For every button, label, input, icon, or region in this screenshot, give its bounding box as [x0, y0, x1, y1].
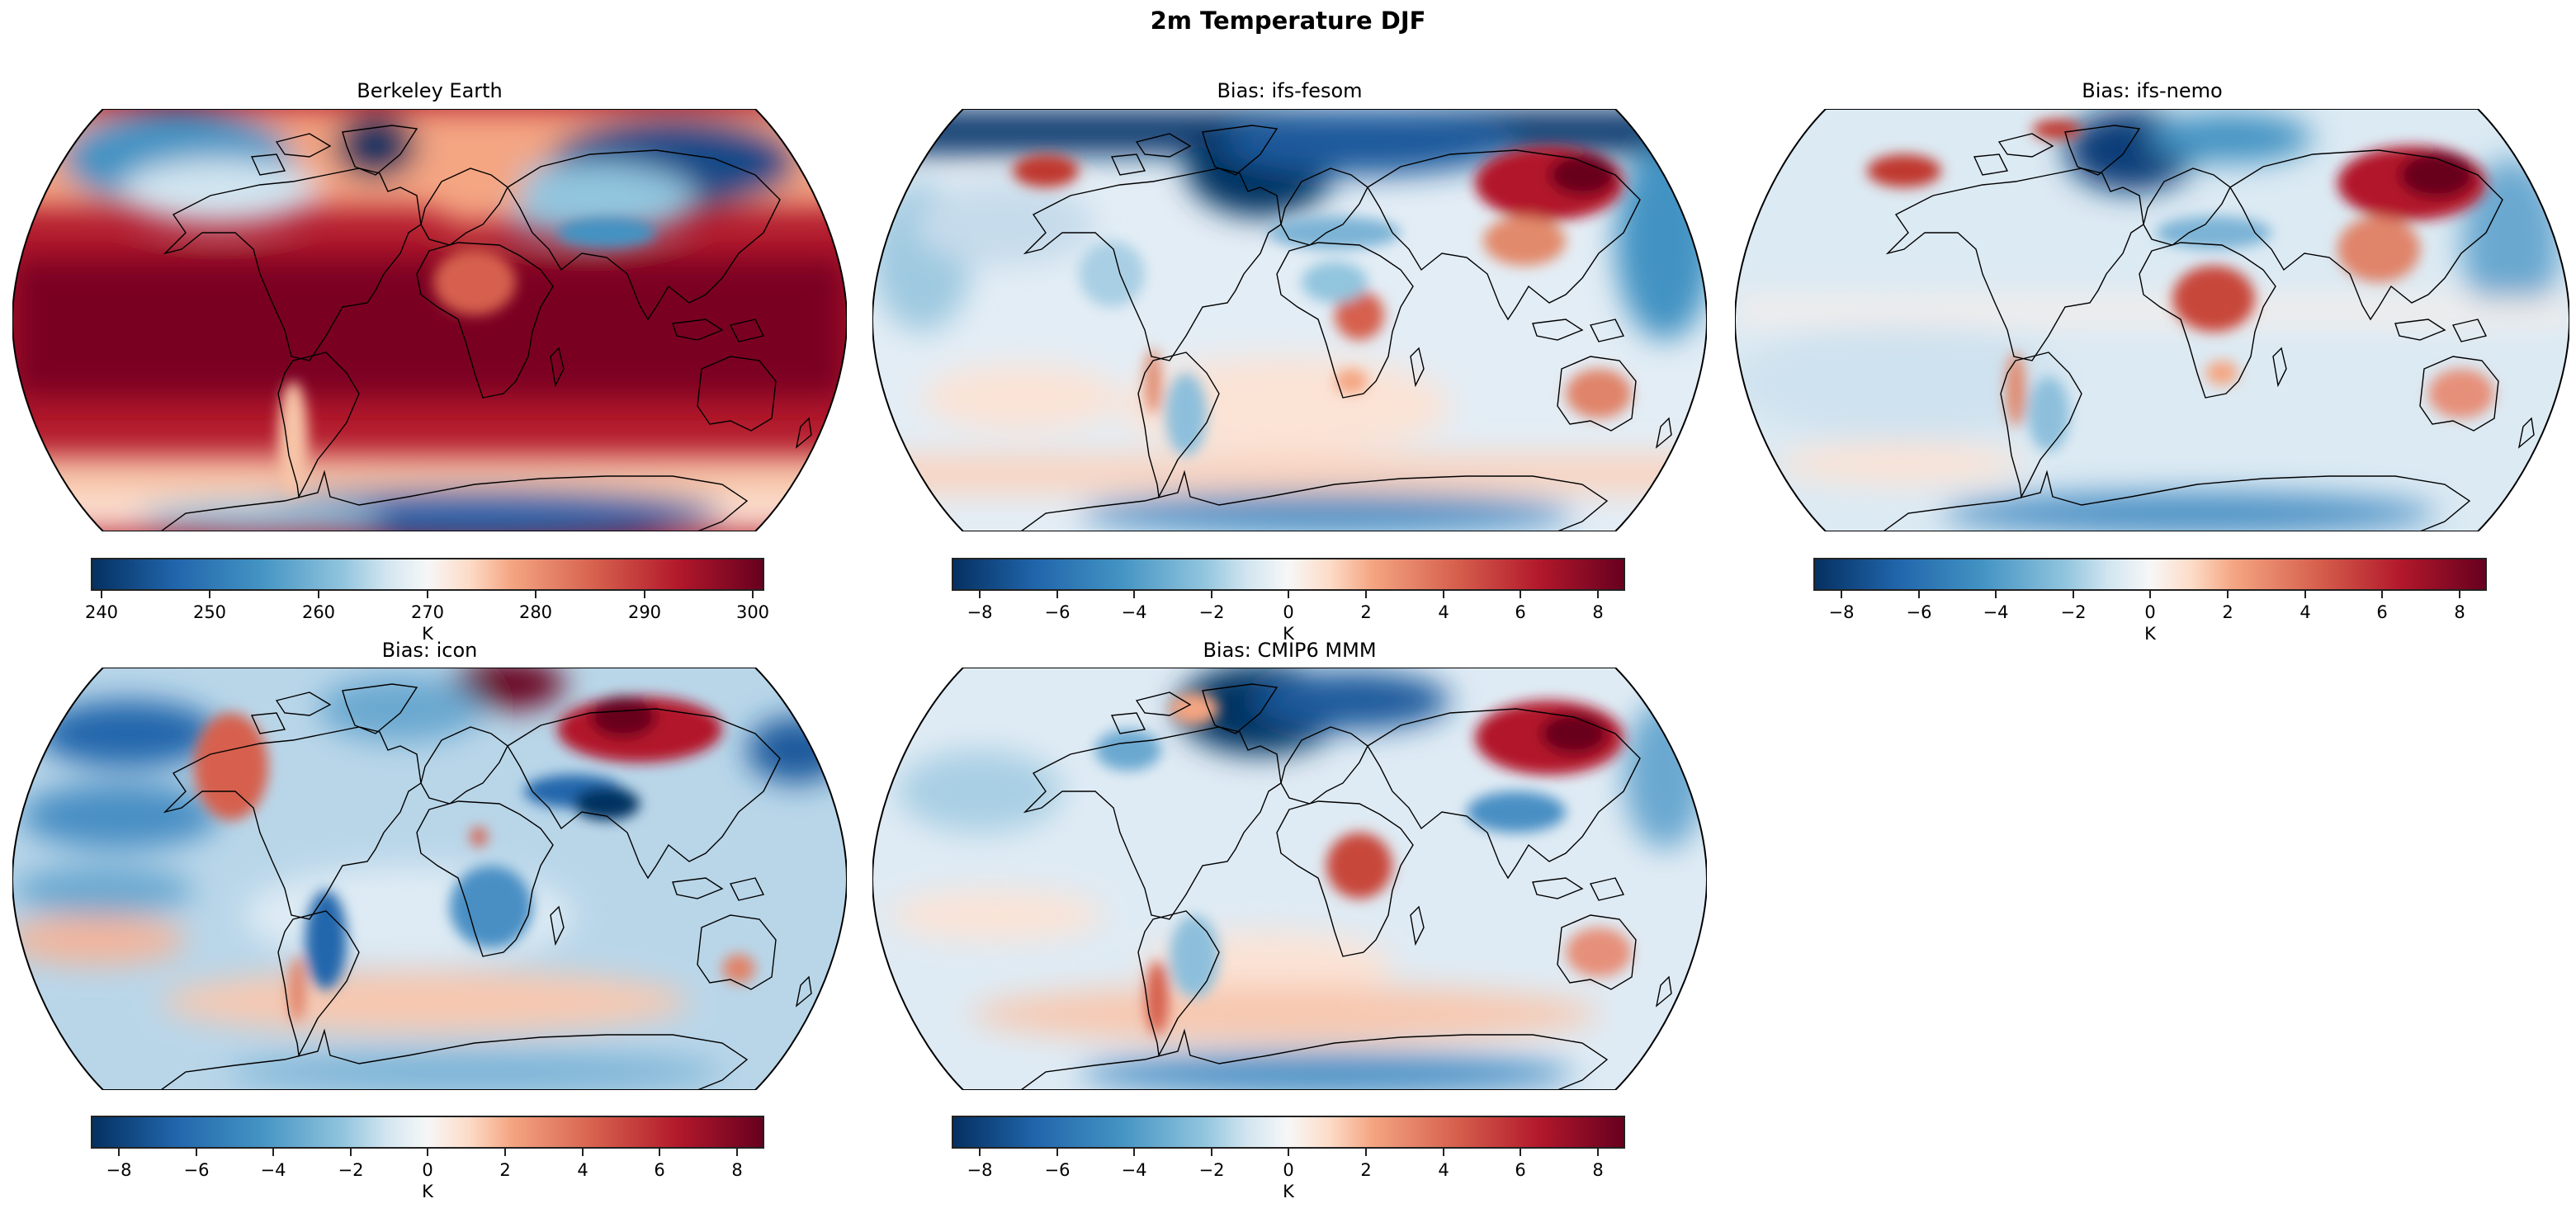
map-berkeley-earth — [12, 109, 847, 531]
tick-label: 2 — [2222, 602, 2233, 622]
tick-label: 290 — [627, 602, 662, 622]
map-icon — [12, 668, 847, 1090]
tick-label: −8 — [106, 1160, 132, 1180]
map-ifs-fesom — [872, 109, 1707, 531]
tick-label: 2 — [499, 1160, 511, 1180]
tick-label: 4 — [2299, 602, 2311, 622]
tick-label: −4 — [1983, 602, 2009, 622]
tick-label: 4 — [577, 1160, 588, 1180]
map-cmip6-mmm — [872, 668, 1707, 1090]
tick-label: −4 — [1121, 1160, 1147, 1180]
tick-label: 4 — [1438, 1160, 1449, 1180]
tick-label: −6 — [1044, 602, 1071, 622]
colorbar-label-ifs-fesom: K — [1283, 624, 1294, 644]
tick-label: −8 — [967, 1160, 993, 1180]
tick-label: 250 — [192, 602, 227, 622]
colorbar-ticks-ifs-fesom: −8 −6 −4 −2 0 2 4 6 8 — [952, 591, 1625, 640]
panel-title-ifs-fesom: Bias: ifs-fesom — [1217, 79, 1363, 102]
colorbar-berkeley-earth — [91, 558, 764, 591]
tick-label: 260 — [301, 602, 336, 622]
tick-label: 0 — [1283, 602, 1294, 622]
tick-label: −2 — [1198, 1160, 1225, 1180]
tick-label: −6 — [1906, 602, 1932, 622]
tick-label: 8 — [731, 1160, 743, 1180]
colorbar-cmip6-mmm — [952, 1116, 1625, 1149]
tick-label: 8 — [1592, 1160, 1604, 1180]
colorbar-ticks-cmip6-mmm: −8 −6 −4 −2 0 2 4 6 8 — [952, 1149, 1625, 1198]
colorbar-label-berkeley-earth: K — [422, 624, 433, 644]
panel-title-berkeley-earth: Berkeley Earth — [357, 79, 503, 102]
tick-label: 6 — [654, 1160, 665, 1180]
figure-title: 2m Temperature DJF — [1150, 7, 1426, 35]
colorbar-icon — [91, 1116, 764, 1149]
tick-label: −4 — [1121, 602, 1147, 622]
tick-label: 6 — [1515, 602, 1526, 622]
tick-label: −2 — [338, 1160, 364, 1180]
tick-label: 300 — [735, 602, 770, 622]
tick-label: −6 — [183, 1160, 210, 1180]
colorbar-label-cmip6-mmm: K — [1283, 1182, 1294, 1201]
tick-label: 8 — [1592, 602, 1604, 622]
colorbar-ifs-fesom — [952, 558, 1625, 591]
colorbar-ticks-ifs-nemo: −8 −6 −4 −2 0 2 4 6 8 — [1813, 591, 2487, 640]
tick-label: 0 — [2144, 602, 2156, 622]
tick-label: −8 — [1828, 602, 1855, 622]
tick-label: 240 — [84, 602, 119, 622]
tick-label: 6 — [2376, 602, 2388, 622]
tick-label: 0 — [422, 1160, 433, 1180]
colorbar-ticks-icon: −8 −6 −4 −2 0 2 4 6 8 — [91, 1149, 764, 1198]
tick-label: 2 — [1360, 1160, 1372, 1180]
panel-title-ifs-nemo: Bias: ifs-nemo — [2082, 79, 2223, 102]
panel-title-cmip6-mmm: Bias: CMIP6 MMM — [1203, 639, 1377, 662]
tick-label: −2 — [1198, 602, 1225, 622]
colorbar-ticks-berkeley-earth: 240 250 260 270 280 290 300 — [85, 591, 769, 640]
tick-label: −8 — [967, 602, 993, 622]
tick-label: −4 — [260, 1160, 286, 1180]
tick-label: −6 — [1044, 1160, 1071, 1180]
tick-label: 8 — [2454, 602, 2465, 622]
map-ifs-nemo — [1735, 109, 2569, 531]
tick-label: −2 — [2060, 602, 2087, 622]
tick-label: 270 — [410, 602, 445, 622]
colorbar-ifs-nemo — [1813, 558, 2487, 591]
tick-label: 6 — [1515, 1160, 1526, 1180]
tick-label: 0 — [1283, 1160, 1294, 1180]
tick-label: 280 — [518, 602, 553, 622]
tick-label: 4 — [1438, 602, 1449, 622]
panel-title-icon: Bias: icon — [381, 639, 478, 662]
tick-label: 2 — [1360, 602, 1372, 622]
colorbar-label-ifs-nemo: K — [2144, 624, 2156, 644]
colorbar-label-icon: K — [422, 1182, 433, 1201]
